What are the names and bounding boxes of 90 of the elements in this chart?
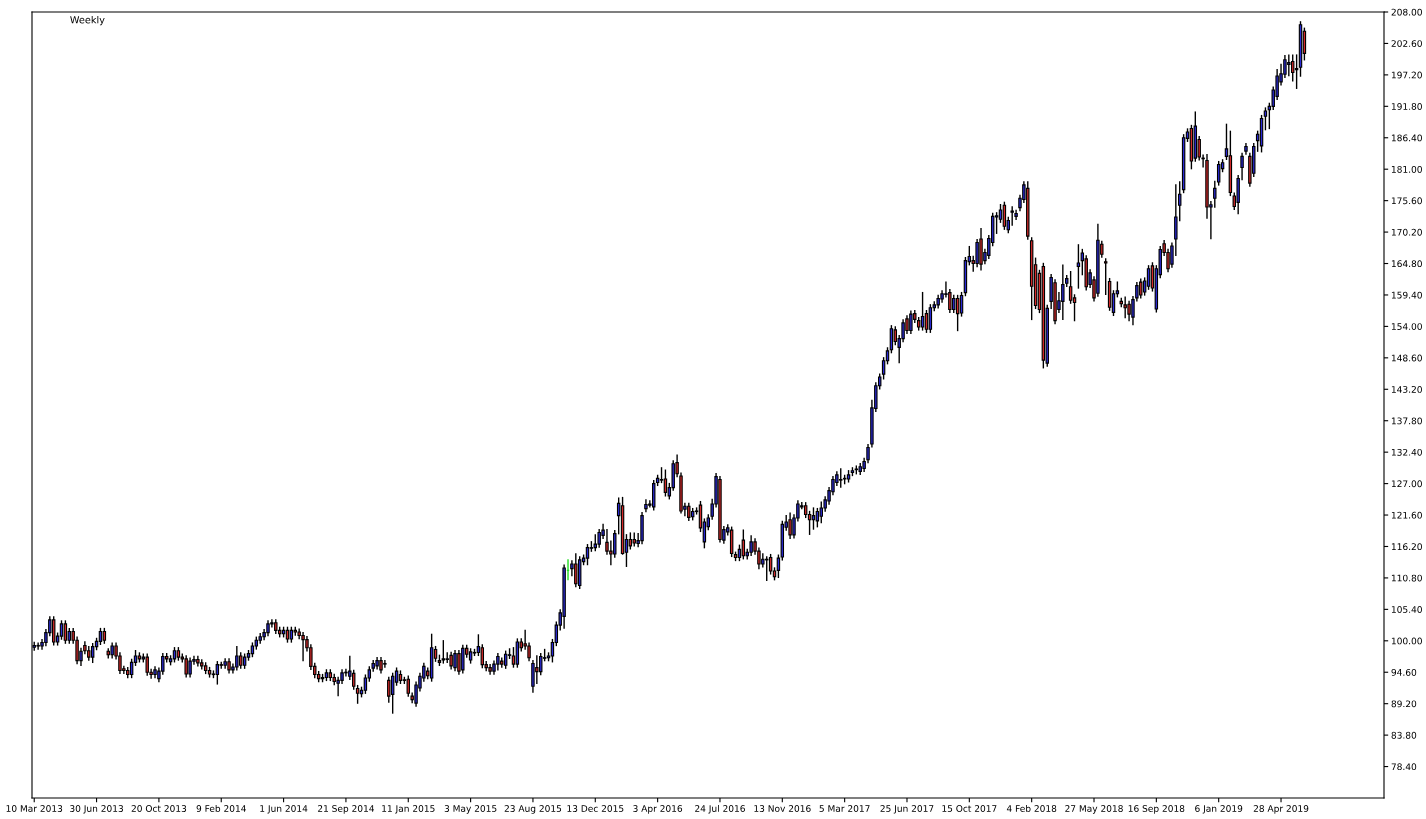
candlestick xyxy=(59,620,64,640)
y-tick-label: 175.60 xyxy=(1391,197,1422,205)
candlestick xyxy=(928,304,933,333)
candlestick xyxy=(909,310,913,335)
candlestick xyxy=(788,512,792,540)
y-tick-label: 159.40 xyxy=(1391,291,1422,299)
candlestick xyxy=(652,479,656,511)
x-tick-label: 16 Sep 2018 xyxy=(1128,805,1185,814)
candlestick xyxy=(461,644,465,674)
x-tick-label: 13 Dec 2015 xyxy=(567,805,624,812)
x-tick-label: 10 Mar 2013 xyxy=(6,805,63,812)
candlestick xyxy=(235,645,239,671)
x-tick-label: 21 Sep 2014 xyxy=(317,805,375,814)
candlestick xyxy=(196,655,200,667)
y-tick-label: 191.80 xyxy=(1391,103,1422,110)
candlestick xyxy=(839,468,843,488)
candlestick xyxy=(301,631,305,662)
candlestick xyxy=(383,659,387,668)
y-tick-label: 132.40 xyxy=(1391,448,1422,456)
x-tick-label: 11 Jan 2015 xyxy=(382,805,435,814)
candlestick xyxy=(975,238,979,268)
x-tick-label: 24 Jul 2016 xyxy=(695,804,745,814)
x-tick-label: 13 Nov 2016 xyxy=(754,805,811,812)
y-tick-label: 94.60 xyxy=(1391,668,1417,676)
chart-title: Weekly xyxy=(70,15,105,26)
x-tick-label: 30 Jun 2013 xyxy=(70,805,123,814)
y-tick-label: 181.00 xyxy=(1391,165,1422,173)
candlestick xyxy=(1263,107,1268,131)
x-tick-label: 1 Jun 2014 xyxy=(260,805,308,814)
candlestick xyxy=(1146,265,1151,290)
x-tick-label: 3 May 2015 xyxy=(444,805,497,814)
candlestick xyxy=(768,553,773,575)
x-tick-label: 20 Oct 2013 xyxy=(131,805,187,812)
x-tick-label: 15 Oct 2017 xyxy=(942,805,997,812)
y-tick-label: 208.00 xyxy=(1391,8,1422,16)
y-tick-label: 116.20 xyxy=(1391,543,1422,551)
y-tick-label: 154.00 xyxy=(1391,323,1422,330)
candlestick xyxy=(145,653,149,676)
y-tick-label: 89.20 xyxy=(1391,700,1417,708)
y-tick-label: 137.80 xyxy=(1391,417,1422,425)
candlestick xyxy=(764,556,769,581)
y-tick-label: 127.00 xyxy=(1391,480,1422,488)
candlestick xyxy=(1139,278,1143,299)
candlestick xyxy=(815,507,820,528)
candlestick xyxy=(1123,296,1127,319)
candlestick xyxy=(184,655,188,678)
candlestick xyxy=(749,535,753,556)
candlestick xyxy=(36,642,40,650)
candlestick xyxy=(574,553,578,588)
candlestick xyxy=(1216,160,1221,186)
candlestick xyxy=(644,499,648,513)
x-tick-label: 5 Mar 2017 xyxy=(819,805,870,812)
candlestick xyxy=(488,663,492,675)
x-tick-label: 3 Apr 2016 xyxy=(633,805,683,814)
y-tick-label: 202.60 xyxy=(1391,40,1422,47)
x-tick-label: 27 May 2018 xyxy=(1065,805,1123,814)
candlestick xyxy=(531,659,535,693)
candlestick xyxy=(1010,206,1014,226)
candlestick xyxy=(663,469,668,497)
x-tick-label: 28 Apr 2019 xyxy=(1253,805,1309,814)
x-tick-label: 4 Feb 2018 xyxy=(1006,804,1057,812)
y-tick-label: 121.60 xyxy=(1391,511,1422,519)
candlestick xyxy=(535,655,539,684)
y-tick-label: 186.40 xyxy=(1391,134,1422,142)
candlestick xyxy=(453,650,457,672)
candlestick xyxy=(1076,244,1081,289)
candlestick xyxy=(959,291,964,317)
candlestick xyxy=(1127,300,1131,322)
y-tick-label: 197.20 xyxy=(1391,71,1422,79)
x-tick-label: 6 Jan 2019 xyxy=(1195,805,1243,814)
y-tick-label: 148.60 xyxy=(1391,354,1422,362)
y-tick-label: 100.00 xyxy=(1391,637,1422,645)
candlestick xyxy=(188,657,192,678)
candlestick xyxy=(1103,258,1108,296)
y-tick-label: 105.40 xyxy=(1391,606,1422,613)
candlestick xyxy=(223,658,227,669)
y-tick-label: 83.80 xyxy=(1391,731,1417,739)
candlestick xyxy=(1287,54,1291,77)
y-tick-label: 164.80 xyxy=(1391,260,1422,268)
y-tick-label: 143.20 xyxy=(1391,386,1422,393)
y-tick-label: 170.20 xyxy=(1391,228,1422,236)
candlestick xyxy=(1213,180,1217,208)
candlestick xyxy=(51,616,56,646)
x-tick-label: 23 Aug 2015 xyxy=(504,805,562,814)
x-tick-label: 9 Feb 2014 xyxy=(196,804,246,812)
x-tick-label: 25 Jun 2017 xyxy=(880,805,934,814)
y-tick-label: 110.80 xyxy=(1391,574,1422,582)
candlestick xyxy=(585,544,590,566)
candlestick xyxy=(1061,264,1065,321)
y-tick-label: 78.40 xyxy=(1391,763,1417,771)
